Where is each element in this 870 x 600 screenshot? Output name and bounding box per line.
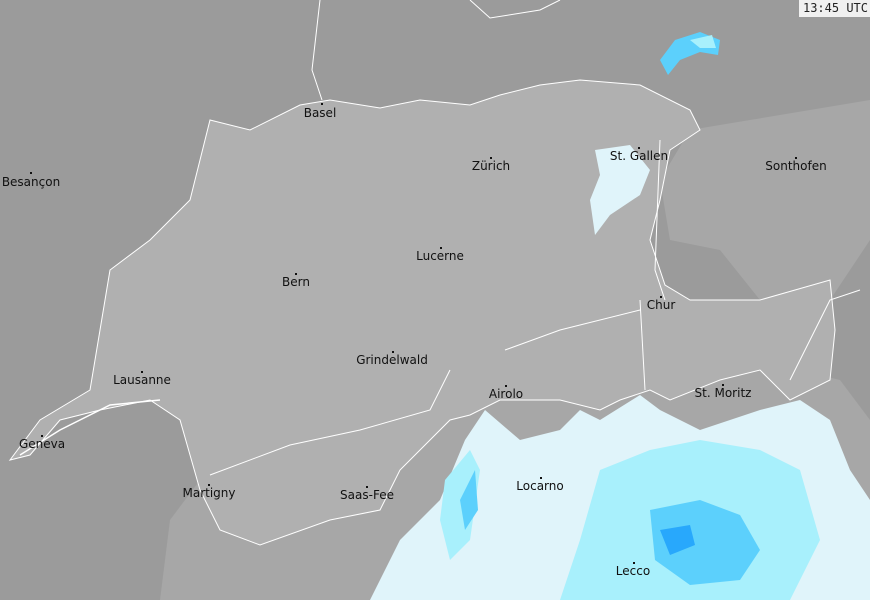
city-marker — [440, 247, 442, 249]
city-marker — [505, 385, 507, 387]
city-marker — [490, 157, 492, 159]
city-marker — [795, 157, 797, 159]
city-marker — [30, 172, 32, 174]
precipitation-layer — [370, 32, 870, 600]
city-label-lucerne: Lucerne — [416, 249, 464, 263]
timestamp-label: 13:45 UTC — [798, 0, 870, 17]
city-marker — [392, 351, 394, 353]
city-label-bern: Bern — [282, 275, 310, 289]
city-marker — [638, 147, 640, 149]
city-marker — [141, 371, 143, 373]
city-label-besancon: Besançon — [1, 175, 61, 189]
city-marker — [41, 435, 43, 437]
city-label-locarno: Locarno — [516, 479, 564, 493]
city-marker — [633, 562, 635, 564]
city-marker — [366, 486, 368, 488]
city-label-lecco: Lecco — [615, 564, 651, 578]
region-austria — [660, 100, 870, 300]
city-label-chur: Chur — [646, 298, 676, 312]
city-label-sonthofen: Sonthofen — [765, 159, 827, 173]
border-line — [209, 0, 861, 476]
lake-geneva — [19, 399, 161, 456]
city-marker — [660, 296, 662, 298]
city-label-airolo: Airolo — [488, 387, 524, 401]
city-label-basel: Basel — [303, 106, 337, 120]
city-label-geneva: Geneva — [18, 437, 66, 451]
city-label-saas-fee: Saas-Fee — [340, 488, 394, 502]
city-label-lausanne: Lausanne — [113, 373, 171, 387]
city-label-martigny: Martigny — [182, 486, 236, 500]
city-marker — [321, 103, 323, 105]
city-marker — [540, 477, 542, 479]
city-marker — [295, 273, 297, 275]
city-label-zurich: Zürich — [471, 159, 511, 173]
city-label-st-gallen: St. Gallen — [609, 149, 669, 163]
city-label-grindelwald: Grindelwald — [356, 353, 428, 367]
city-marker — [208, 484, 210, 486]
city-label-st-moritz: St. Moritz — [694, 386, 752, 400]
city-marker — [722, 384, 724, 386]
